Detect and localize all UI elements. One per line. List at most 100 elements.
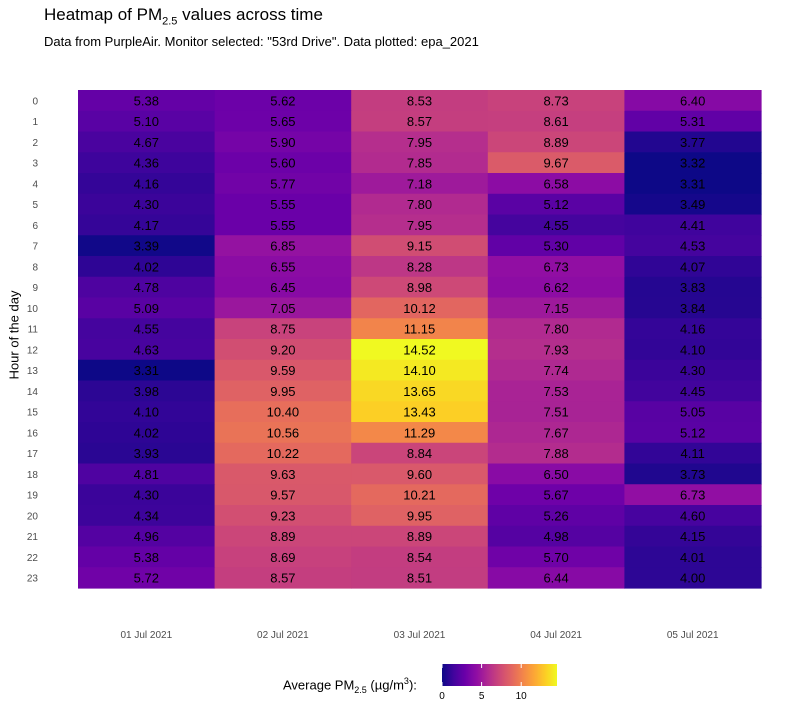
heatmap-cell bbox=[214, 297, 352, 319]
cell-value-label: 8.75 bbox=[270, 322, 295, 337]
cell-value-label: 4.55 bbox=[134, 322, 159, 337]
cell-value-label: 5.31 bbox=[680, 114, 705, 129]
heatmap-cell bbox=[487, 442, 625, 465]
heatmap-cell bbox=[351, 401, 489, 423]
cell-value-label: 7.05 bbox=[270, 301, 295, 316]
cell-value-label: 4.30 bbox=[134, 488, 159, 503]
cell-value-label: 6.50 bbox=[543, 467, 568, 482]
cell-value-label: 4.34 bbox=[134, 508, 159, 523]
heatmap-cell bbox=[78, 339, 216, 361]
cell-value-label: 4.67 bbox=[134, 135, 159, 150]
cell-value-label: 6.55 bbox=[270, 259, 295, 274]
heatmap-cell bbox=[624, 318, 762, 340]
heatmap-cell bbox=[487, 276, 625, 299]
cell-value-label: 11.15 bbox=[404, 322, 436, 337]
heatmap-cell bbox=[351, 505, 489, 527]
heatmap-cell bbox=[624, 401, 762, 423]
heatmap-cell bbox=[78, 359, 216, 382]
heatmap-cell bbox=[624, 297, 762, 319]
heatmap-cell bbox=[351, 214, 489, 236]
cell-value-label: 5.09 bbox=[134, 301, 159, 316]
cell-value-label: 3.83 bbox=[680, 280, 705, 295]
heatmap-cell bbox=[214, 110, 352, 133]
heatmap-cell bbox=[351, 318, 489, 340]
cell-value-label: 7.95 bbox=[407, 218, 432, 233]
cell-value-label: 6.73 bbox=[543, 259, 568, 274]
cell-value-label: 8.54 bbox=[407, 550, 432, 565]
legend-colorbar bbox=[442, 664, 557, 686]
heatmap-cell bbox=[214, 525, 352, 548]
heatmap-cell bbox=[78, 442, 216, 465]
heatmap-cell bbox=[351, 484, 489, 506]
cell-value-label: 4.11 bbox=[681, 446, 705, 461]
cell-value-label: 6.73 bbox=[680, 488, 705, 503]
heatmap-cell bbox=[214, 193, 352, 216]
cell-value-label: 7.67 bbox=[543, 425, 568, 440]
heatmap-cell bbox=[487, 546, 625, 568]
cell-value-label: 7.51 bbox=[543, 405, 568, 420]
heatmap-cell bbox=[487, 90, 625, 112]
heatmap-cell bbox=[351, 173, 489, 195]
y-tick-label: 6 bbox=[32, 221, 38, 232]
cell-value-label: 4.41 bbox=[680, 218, 705, 233]
heatmap-cell bbox=[351, 131, 489, 153]
heatmap-cell bbox=[487, 235, 625, 257]
chart-title: Heatmap of PM2.5 values across time bbox=[44, 5, 323, 28]
heatmap-cell bbox=[78, 401, 216, 423]
heatmap-cell bbox=[624, 214, 762, 236]
heatmap-cell bbox=[351, 339, 489, 361]
x-tick-label: 03 Jul 2021 bbox=[394, 630, 446, 641]
cell-value-label: 14.10 bbox=[403, 363, 436, 378]
cell-value-label: 5.38 bbox=[134, 550, 159, 565]
heatmap-cell bbox=[487, 401, 625, 423]
heatmap-cell bbox=[78, 297, 216, 319]
heatmap-cell bbox=[624, 110, 762, 133]
heatmap-cell bbox=[624, 567, 762, 589]
cell-value-label: 4.63 bbox=[134, 342, 159, 357]
cell-value-label: 8.28 bbox=[407, 259, 432, 274]
cell-value-label: 9.20 bbox=[270, 342, 295, 357]
heatmap-cell bbox=[78, 505, 216, 527]
heatmap-cell bbox=[214, 90, 352, 112]
cell-value-label: 3.39 bbox=[134, 239, 159, 254]
y-tick-label: 7 bbox=[32, 242, 38, 253]
heatmap-cell bbox=[351, 567, 489, 589]
cell-value-label: 3.93 bbox=[134, 446, 159, 461]
y-tick-label: 0 bbox=[32, 96, 38, 107]
cell-value-label: 9.57 bbox=[270, 488, 295, 503]
cell-value-label: 5.38 bbox=[134, 93, 159, 108]
heatmap-cell bbox=[351, 546, 489, 568]
heatmap-cell bbox=[214, 214, 352, 236]
cell-value-label: 8.73 bbox=[543, 93, 568, 108]
heatmap-cell bbox=[487, 525, 625, 548]
heatmap-cell bbox=[214, 256, 352, 278]
y-tick-label: 17 bbox=[27, 449, 39, 460]
heatmap-cell bbox=[351, 193, 489, 216]
cell-value-label: 7.80 bbox=[407, 197, 432, 212]
cell-value-label: 10.12 bbox=[403, 301, 436, 316]
cell-value-label: 4.55 bbox=[543, 218, 568, 233]
cell-value-label: 7.74 bbox=[543, 363, 568, 378]
cell-value-label: 10.21 bbox=[403, 488, 436, 503]
legend-title: Average PM2.5 (µg/m3): bbox=[283, 676, 417, 695]
heatmap-cell bbox=[487, 173, 625, 195]
cell-value-label: 6.85 bbox=[270, 239, 295, 254]
heatmap-cell bbox=[624, 152, 762, 174]
heatmap-cell bbox=[624, 505, 762, 527]
heatmap-cell bbox=[487, 214, 625, 236]
heatmap-cell bbox=[78, 193, 216, 216]
cell-value-label: 5.60 bbox=[270, 156, 295, 171]
heatmap-cell bbox=[214, 131, 352, 153]
heatmap-cell bbox=[351, 422, 489, 444]
heatmap-cell bbox=[351, 90, 489, 112]
heatmap-cell bbox=[78, 276, 216, 299]
legend-ticks: 0 5 10 bbox=[439, 664, 527, 702]
cell-value-label: 7.80 bbox=[543, 322, 568, 337]
heatmap-cell bbox=[624, 276, 762, 299]
heatmap-cell bbox=[214, 422, 352, 444]
cell-value-label: 11.29 bbox=[404, 425, 436, 440]
cell-value-label: 4.01 bbox=[680, 550, 705, 565]
x-tick-label: 02 Jul 2021 bbox=[257, 630, 309, 641]
y-tick-label: 21 bbox=[27, 532, 39, 543]
cell-value-label: 4.16 bbox=[680, 322, 705, 337]
